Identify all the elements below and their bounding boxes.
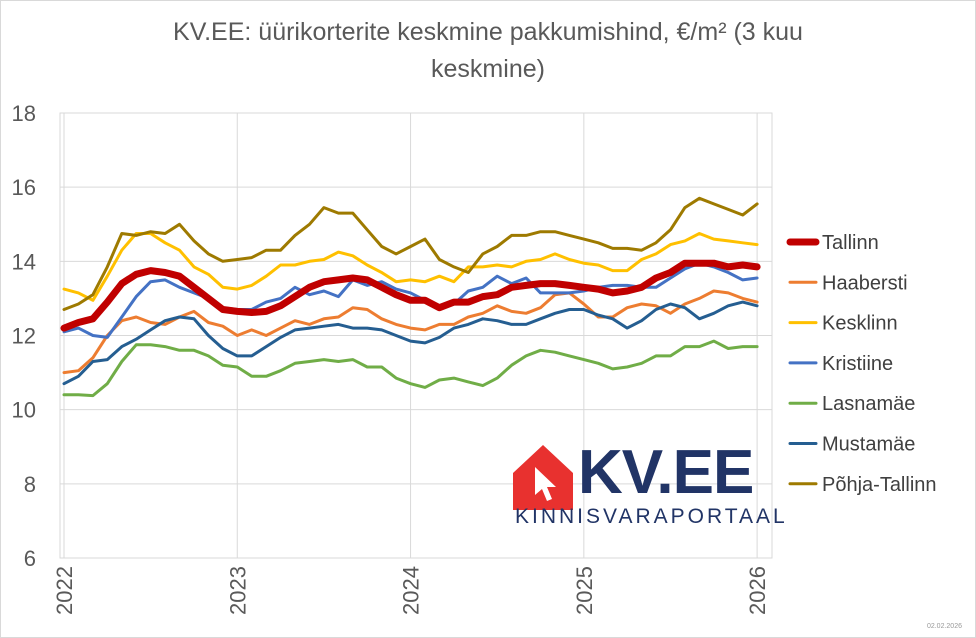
x-tick-label: 2025 (572, 566, 597, 615)
legend-label: Kristiine (822, 353, 893, 375)
x-tick-label: 2023 (225, 566, 250, 615)
y-tick-label: 16 (12, 175, 36, 200)
x-tick-label: 2022 (52, 566, 77, 615)
legend-label: Haabersti (822, 272, 908, 294)
plot-area (59, 112, 773, 559)
y-tick-label: 14 (12, 249, 36, 274)
legend-label: Lasnamäe (822, 393, 915, 415)
chart-title-line-2: keskmine) (431, 55, 545, 83)
footer-date: 02.02.2026 (926, 623, 962, 630)
series-line-lasnamäe (62, 339, 759, 398)
legend-label: Põhja-Tallinn (822, 474, 937, 496)
legend-label: Tallinn (822, 232, 879, 254)
chart-title: KV.EE: üürikorterite keskmine pakkumishi… (60, 14, 916, 88)
x-tick-label: 2024 (399, 566, 424, 615)
series-line-kesklinn (62, 232, 759, 302)
y-tick-label: 8 (24, 472, 36, 497)
y-tick-label: 18 (12, 101, 36, 126)
series-line-tallinn (60, 259, 761, 332)
legend-label: Mustamäe (822, 434, 915, 456)
kv-ee-logo: KV.EE KINNISVARAPORTAAL (513, 438, 785, 533)
series-line-mustamäe (62, 300, 759, 386)
logo-subtitle: KINNISVARAPORTAAL (515, 505, 788, 528)
y-tick-label: 6 (24, 546, 36, 571)
y-tick-label: 10 (12, 398, 36, 423)
logo-brand: KV.EE (578, 438, 754, 507)
legend-label: Kesklinn (822, 313, 898, 335)
chart-title-line-1: KV.EE: üürikorterite keskmine pakkumishi… (173, 18, 803, 46)
x-tick-label: 2026 (745, 566, 770, 615)
house-cursor-icon (513, 445, 573, 510)
y-tick-label: 12 (12, 324, 36, 349)
series-line-põhja-tallinn (62, 196, 759, 311)
